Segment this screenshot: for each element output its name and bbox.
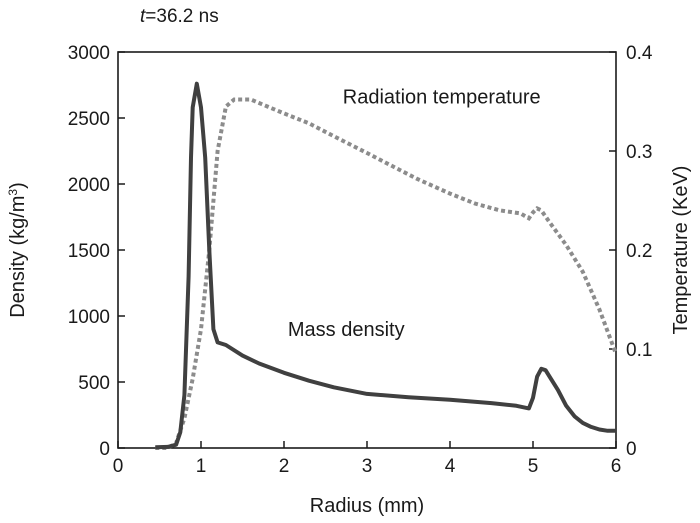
series-line-mass-density bbox=[155, 81, 616, 450]
y-right-tick-label: 0.4 bbox=[626, 43, 653, 64]
y-left-tick-label: 3000 bbox=[68, 43, 110, 64]
chart-title: t=36.2 ns bbox=[140, 6, 219, 27]
y-left-tick-label: 2000 bbox=[68, 175, 110, 196]
x-tick-label: 3 bbox=[362, 456, 373, 477]
x-tick-label: 6 bbox=[611, 456, 622, 477]
series-line-radiation-temperature bbox=[155, 97, 618, 450]
y-right-tick-label: 0.1 bbox=[626, 340, 652, 361]
y-right-tick-label: 0 bbox=[626, 439, 637, 460]
y-left-tick-label: 1500 bbox=[68, 241, 110, 262]
y-right-axis-ticks: 0 0.1 0.2 0.3 0.4 bbox=[609, 43, 653, 460]
y-right-tick-label: 0.3 bbox=[626, 142, 652, 163]
annotation-mass-density: Mass density bbox=[288, 319, 405, 341]
y-left-tick-label: 2500 bbox=[68, 109, 110, 130]
y-left-axis-ticks: 0 500 1000 1500 2000 2500 3000 bbox=[68, 43, 125, 460]
x-tick-label: 0 bbox=[113, 456, 124, 477]
x-axis-ticks: 0 1 2 3 4 5 6 bbox=[113, 441, 622, 477]
x-tick-label: 2 bbox=[279, 456, 290, 477]
y-left-tick-label: 500 bbox=[78, 373, 110, 394]
x-tick-label: 5 bbox=[528, 456, 539, 477]
y-left-tick-label: 0 bbox=[99, 439, 110, 460]
y-left-axis-label: Density (kg/m3) bbox=[6, 182, 29, 318]
x-tick-label: 1 bbox=[196, 456, 207, 477]
y-left-tick-label: 1000 bbox=[68, 307, 110, 328]
x-axis-label: Radius (mm) bbox=[310, 495, 424, 517]
y-right-tick-label: 0.2 bbox=[626, 241, 652, 262]
x-tick-label: 4 bbox=[445, 456, 456, 477]
y-right-axis-label: Temperature (KeV) bbox=[670, 166, 692, 335]
annotation-radiation-temperature: Radiation temperature bbox=[343, 87, 541, 109]
